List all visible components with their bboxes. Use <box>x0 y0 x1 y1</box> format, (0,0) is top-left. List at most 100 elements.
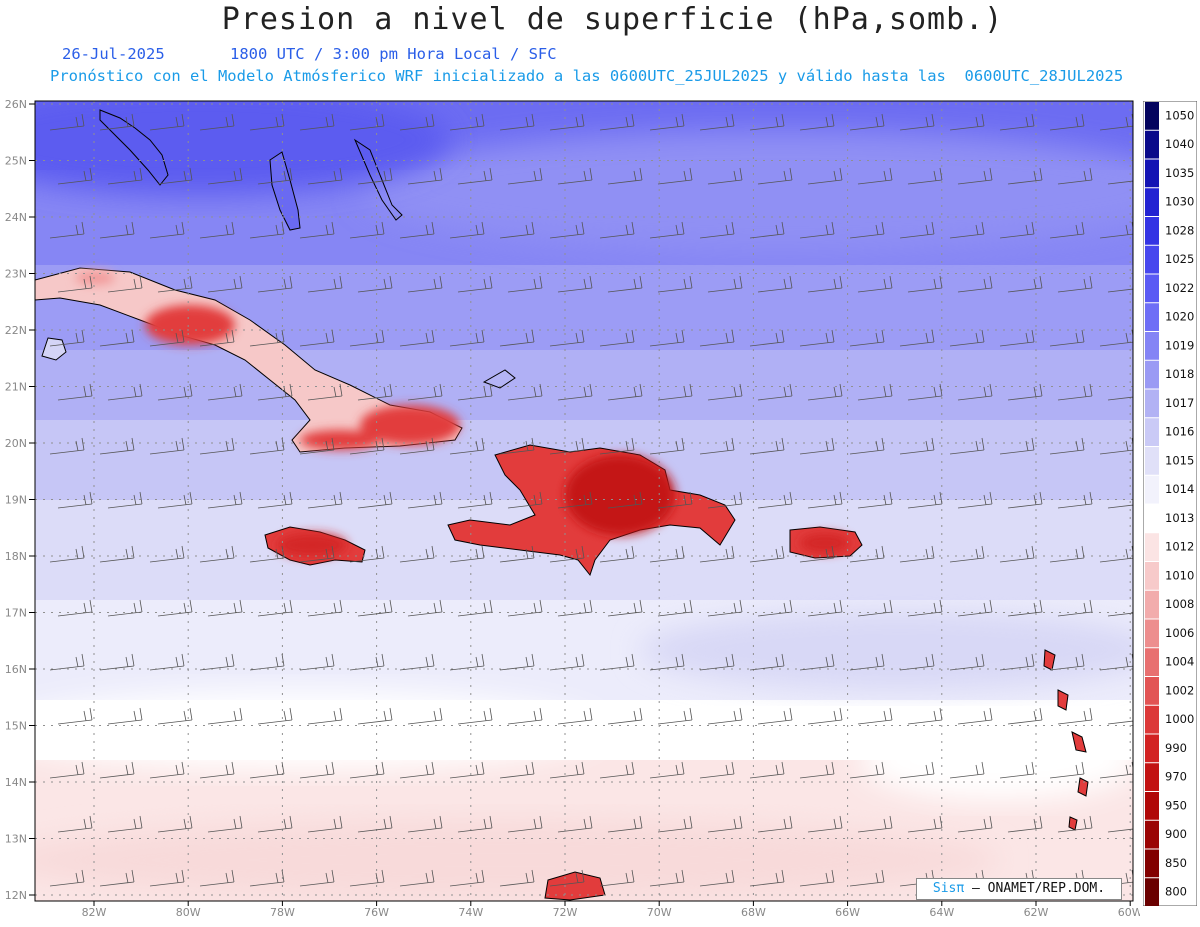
wind-barb <box>757 599 793 617</box>
wind-barb <box>557 707 593 725</box>
wind-barb <box>757 707 793 725</box>
wind-barb <box>307 383 343 401</box>
wind-barb <box>349 545 385 563</box>
latitude-label: 14N <box>5 776 27 789</box>
wind-barb <box>307 275 343 293</box>
wind-barb <box>507 599 543 617</box>
wind-barb <box>599 113 635 131</box>
wind-barb <box>549 437 585 455</box>
colorbar-swatch <box>1145 245 1159 274</box>
wind-barb <box>299 221 335 239</box>
wind-barb <box>599 329 635 347</box>
wind-barb <box>749 113 785 131</box>
wind-barb <box>707 599 743 617</box>
wind-barb <box>849 329 885 347</box>
wind-barb <box>499 869 535 887</box>
wind-barb <box>357 599 393 617</box>
wind-barb <box>157 491 193 509</box>
wind-barb <box>1057 707 1093 725</box>
wind-barb <box>899 221 935 239</box>
colorbar-swatch <box>1145 562 1159 590</box>
wind-barb <box>149 545 185 563</box>
colorbar-swatch <box>1145 677 1159 705</box>
wind-barb <box>757 815 793 833</box>
wind-barb <box>407 491 443 509</box>
wind-barb <box>207 599 243 617</box>
wind-barb <box>657 275 693 293</box>
wind-barb <box>799 329 835 347</box>
wind-barb <box>357 167 393 185</box>
wind-barb <box>757 491 793 509</box>
wind-barb <box>399 221 435 239</box>
wind-barb <box>599 869 635 887</box>
wind-barb <box>749 761 785 779</box>
longitude-label: 62W <box>1024 906 1049 919</box>
wind-barb <box>857 275 893 293</box>
wind-barb <box>507 815 543 833</box>
credit-brand: Sisπ <box>932 881 965 896</box>
wind-barb <box>907 815 943 833</box>
wind-barb <box>1049 113 1085 131</box>
wind-barb <box>949 653 985 671</box>
wind-barb <box>649 113 685 131</box>
wind-barb <box>907 707 943 725</box>
longitude-label: 60W <box>1118 906 1140 919</box>
wind-barb <box>1007 815 1043 833</box>
colorbar-label: 1030 <box>1165 195 1194 209</box>
wind-barb <box>999 113 1035 131</box>
wind-barb <box>657 383 693 401</box>
colorbar-label: 900 <box>1165 827 1187 841</box>
wind-barb <box>157 599 193 617</box>
wind-barb <box>57 491 93 509</box>
colorbar-swatch <box>1145 360 1159 389</box>
wind-barb <box>749 869 785 887</box>
wind-barb <box>949 761 985 779</box>
wind-barb <box>907 383 943 401</box>
wind-barb <box>157 275 193 293</box>
wind-barb <box>399 869 435 887</box>
wind-barb <box>499 437 535 455</box>
graticule <box>35 101 1133 901</box>
wind-barb <box>299 437 335 455</box>
longitude-label: 66W <box>835 906 860 919</box>
wind-barb <box>299 761 335 779</box>
colorbar-swatch <box>1145 619 1159 648</box>
wind-barb <box>699 869 735 887</box>
forecast-description: Pronóstico con el Modelo Atmósferico WRF… <box>50 67 1124 85</box>
wind-barb <box>907 275 943 293</box>
wind-barb <box>457 599 493 617</box>
wind-barb <box>107 491 143 509</box>
wind-barb <box>649 329 685 347</box>
wind-barb <box>507 167 543 185</box>
wind-barb <box>157 383 193 401</box>
wind-barb <box>849 221 885 239</box>
wind-barb <box>457 383 493 401</box>
wind-barb <box>649 221 685 239</box>
wind-barb <box>757 167 793 185</box>
wind-barb <box>1057 275 1093 293</box>
wind-barb <box>149 761 185 779</box>
wind-barb <box>1007 167 1043 185</box>
wind-barb <box>457 815 493 833</box>
wind-barb <box>699 221 735 239</box>
wind-barb <box>699 113 735 131</box>
wind-barb <box>599 545 635 563</box>
wind-barb <box>699 761 735 779</box>
wind-barb <box>1057 167 1093 185</box>
wind-barb <box>499 329 535 347</box>
wind-barb <box>857 707 893 725</box>
colorbar-label: 1002 <box>1165 683 1194 697</box>
wind-barb <box>757 383 793 401</box>
colorbar-label: 1006 <box>1165 626 1194 640</box>
wind-barb <box>999 329 1035 347</box>
wind-barb <box>1099 761 1133 779</box>
wind-barb <box>1057 815 1093 833</box>
latitude-label: 17N <box>5 607 27 620</box>
wind-barb <box>207 491 243 509</box>
wind-barb <box>249 653 285 671</box>
colorbar-label: 1040 <box>1165 137 1194 151</box>
wind-barb <box>49 545 85 563</box>
colorbar-label: 850 <box>1165 856 1187 870</box>
latitude-label: 12N <box>5 889 27 902</box>
wind-barb <box>707 491 743 509</box>
